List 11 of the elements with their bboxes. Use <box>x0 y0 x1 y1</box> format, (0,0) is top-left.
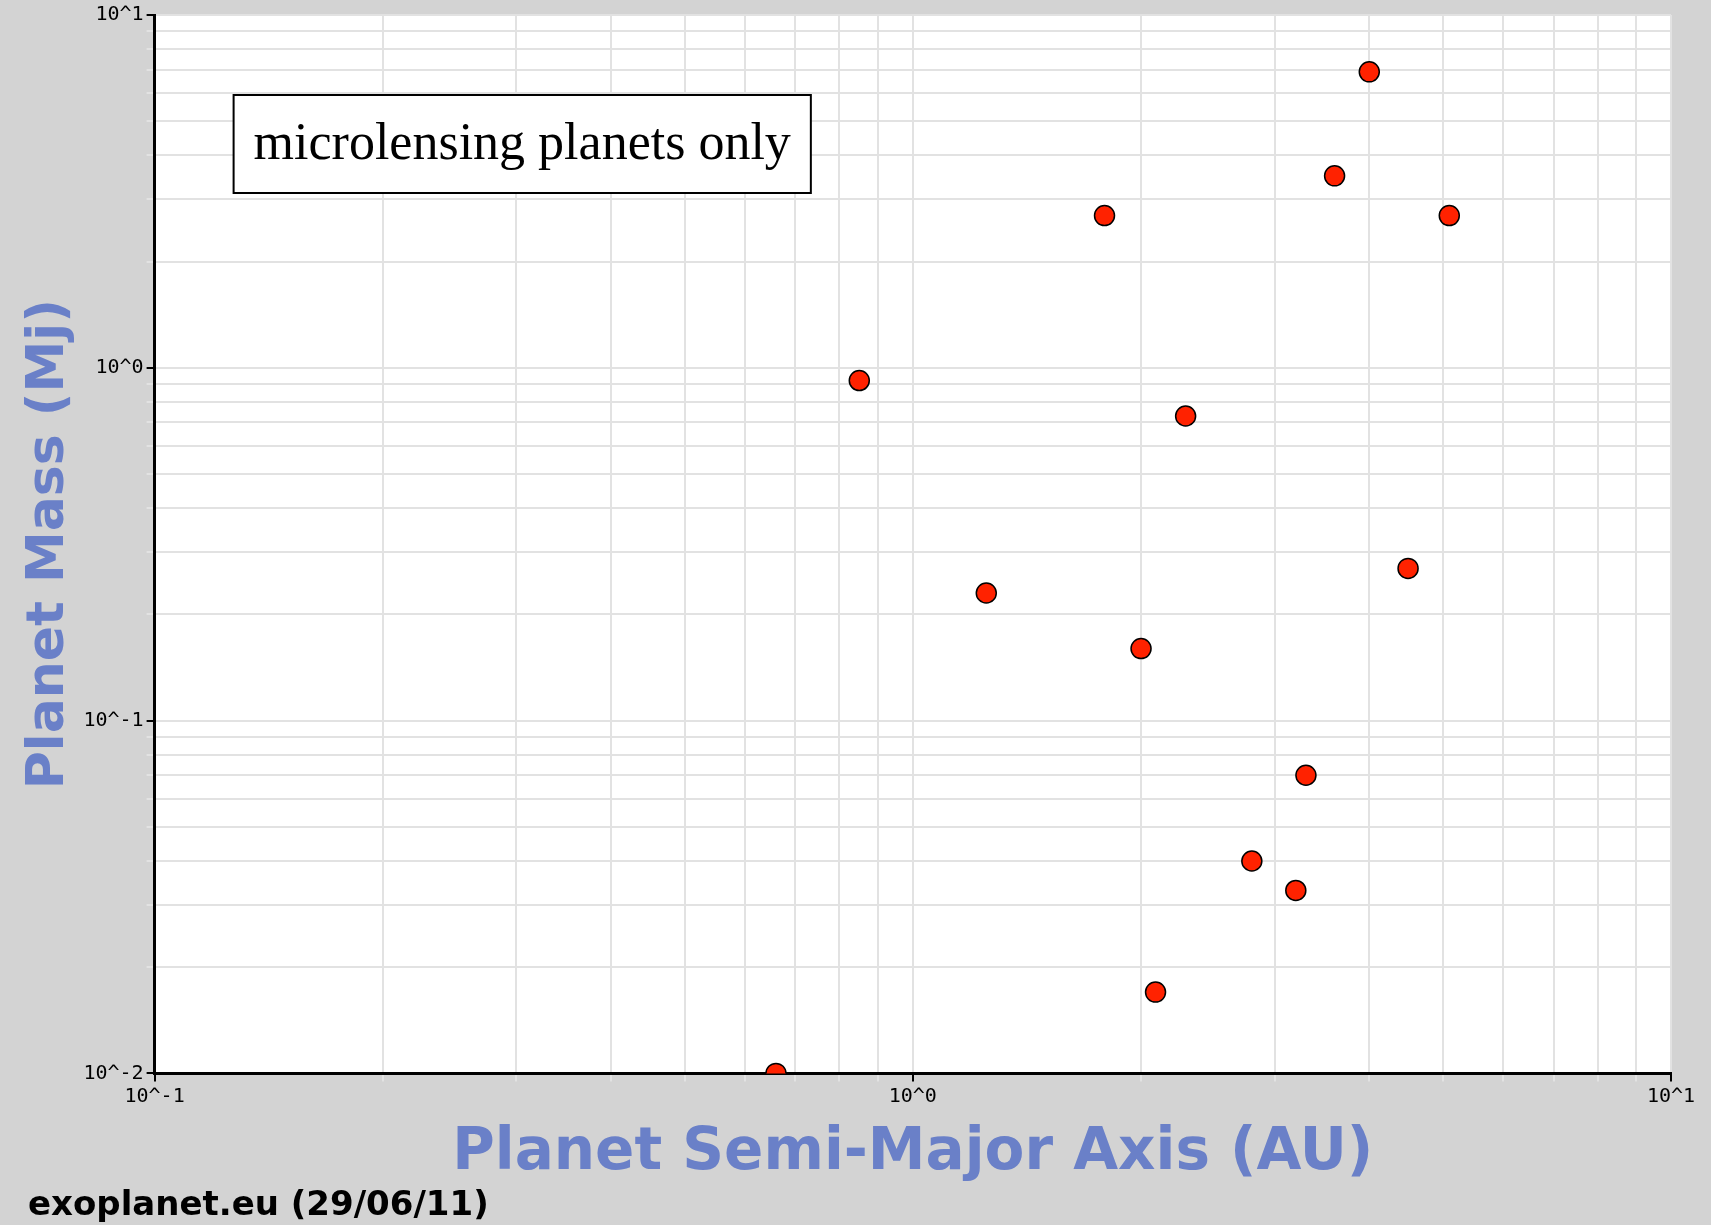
text: exoplanet.eu (29/06/11) <box>28 1182 489 1223</box>
x-tick-label: 10^0 <box>888 1082 937 1107</box>
y-tick-label: 10^1 <box>95 1 144 26</box>
y-tick-label: 10^0 <box>95 354 144 378</box>
x-tick-label: 10^-1 <box>124 1082 185 1107</box>
x-tick-label: 10^1 <box>1646 1082 1696 1107</box>
annotation: microlensing planets only <box>253 112 791 170</box>
y-axis-title: Planet Mass (Mj) <box>14 299 75 790</box>
y-tick-label: 10^-1 <box>83 706 144 731</box>
y-tick-label: 10^-2 <box>83 1059 144 1084</box>
x-axis-title: Planet Semi-Major Axis (AU) <box>452 1115 1374 1184</box>
